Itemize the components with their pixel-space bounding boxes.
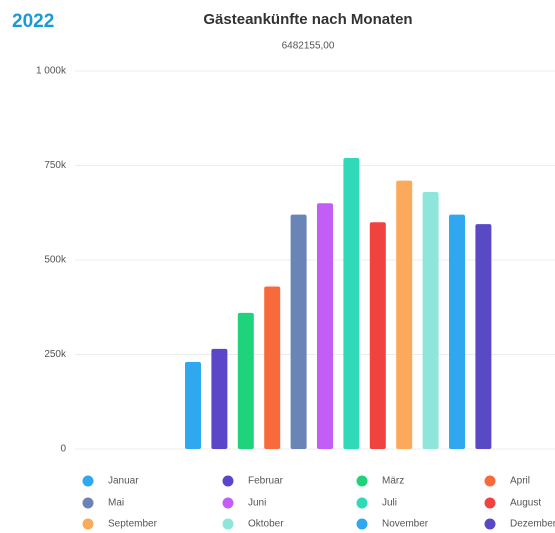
- year-label: 2022: [12, 11, 54, 32]
- bar: [211, 348, 228, 449]
- bar: [396, 180, 413, 449]
- legend-swatch: [356, 475, 368, 487]
- bar: [422, 191, 439, 449]
- y-tick-label: 250k: [44, 349, 67, 360]
- bar: [369, 222, 386, 449]
- legend-swatch: [222, 497, 234, 509]
- bar: [237, 312, 254, 449]
- bar: [317, 203, 333, 449]
- legend-swatch: [82, 497, 94, 509]
- bar: [343, 157, 360, 449]
- legend-label: Mai: [108, 498, 124, 509]
- y-tick-label: 1 000k: [36, 66, 67, 77]
- legend-swatch: [222, 475, 234, 487]
- chart-subtitle: 6482155,00: [282, 41, 335, 52]
- legend-swatch: [82, 518, 94, 530]
- legend-swatch: [356, 518, 368, 530]
- legend-swatch: [484, 518, 496, 530]
- legend-label: August: [510, 498, 541, 509]
- legend-swatch: [222, 518, 234, 530]
- legend-label: Dezember: [510, 519, 555, 530]
- legend-label: November: [382, 519, 429, 530]
- bar: [264, 286, 281, 449]
- legend-swatch: [82, 475, 94, 487]
- y-tick-label: 500k: [44, 255, 67, 266]
- legend-label: Februar: [248, 476, 284, 487]
- bar: [290, 214, 307, 449]
- chart-title: Gästeankünfte nach Monaten: [203, 11, 412, 28]
- y-tick-label: 750k: [44, 160, 67, 171]
- legend-label: Januar: [108, 476, 139, 487]
- legend-label: Juni: [248, 498, 266, 509]
- bar: [185, 362, 201, 449]
- bar: [475, 224, 492, 449]
- legend-label: Juli: [382, 498, 397, 509]
- legend-swatch: [356, 497, 368, 509]
- legend-swatch: [484, 497, 496, 509]
- y-tick-label: 0: [60, 444, 66, 455]
- bar: [449, 214, 465, 449]
- legend-label: März: [382, 476, 404, 487]
- legend-label: Oktober: [248, 519, 284, 530]
- legend-label: April: [510, 476, 530, 487]
- legend-swatch: [484, 475, 496, 487]
- legend-label: September: [108, 519, 158, 530]
